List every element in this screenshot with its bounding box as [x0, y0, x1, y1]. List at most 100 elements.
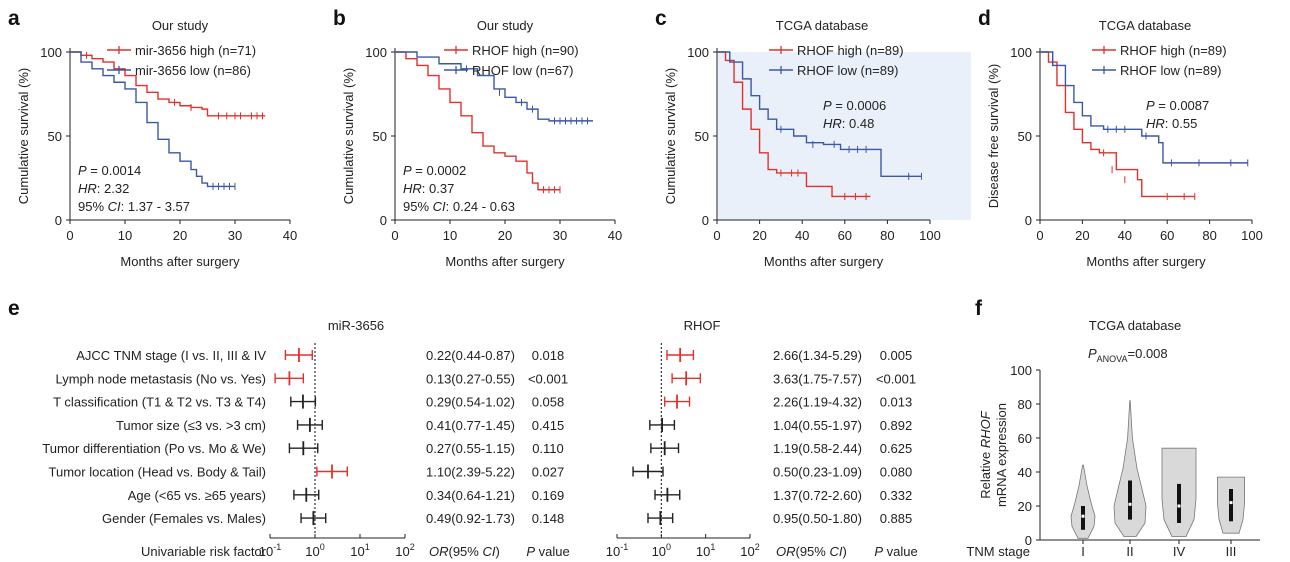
stat-line: P = 0.0002	[403, 163, 466, 178]
or-header-text: (95%	[796, 544, 830, 559]
tick-exponent: 0	[666, 542, 671, 552]
chart-title-f: TCGA database	[1089, 318, 1182, 333]
km-curve-low	[1040, 51, 1248, 164]
factor-label: Tumor location (Head vs. Body & Tail)	[49, 465, 266, 480]
factor-label: T classification (T1 & T2 vs. T3 & T4)	[53, 395, 266, 410]
y-tick-label: 60	[1018, 431, 1032, 446]
x-tick-label: 0	[391, 228, 398, 243]
x-tick-label: 100	[919, 228, 941, 243]
ci-header-symbol: CI	[482, 544, 495, 559]
factor-label: Gender (Females vs. Males)	[102, 511, 266, 526]
x-axis-label: Months after surgery	[120, 254, 240, 269]
tick-exponent: 0	[320, 542, 325, 552]
or-value: 1.04(0.55-1.97)	[773, 418, 862, 433]
y-tick-label: 100	[365, 45, 387, 60]
or-value: 2.26(1.19-4.32)	[773, 395, 862, 410]
stat-symbol: HR	[403, 181, 422, 196]
stat-value: = 0.0002	[412, 163, 467, 178]
stat-value: = 0.0087	[1155, 98, 1210, 113]
stat-line: P = 0.0087	[1146, 98, 1209, 113]
violin-body	[1113, 400, 1147, 537]
or-value: 0.49(0.92-1.73)	[426, 511, 515, 526]
x-tick-label: 20	[173, 228, 187, 243]
factor-header: Univariable risk factor	[141, 544, 267, 559]
km-curve-high	[1040, 51, 1195, 198]
legend-entry: RHOF low (n=67)	[472, 63, 574, 78]
p-header-text: value	[883, 544, 918, 559]
tick-base: 10	[305, 544, 319, 559]
violin-body	[1070, 464, 1096, 539]
or-header-symbol: OR	[776, 544, 796, 559]
y-tick-label: 50	[695, 129, 709, 144]
p-value: 0.169	[532, 488, 565, 503]
x-axis-label: TNM stage	[966, 544, 1030, 559]
stat-symbol: P	[1146, 98, 1155, 113]
y-tick-label: 0	[1025, 533, 1032, 548]
or-header-text: (95%	[449, 544, 483, 559]
p-value: 0.080	[880, 465, 913, 480]
or-value: 0.22(0.44-0.87)	[426, 348, 515, 363]
stat-symbol: CI	[433, 199, 446, 214]
y-tick-label: 0	[55, 213, 62, 228]
stat-line: P = 0.0014	[78, 163, 141, 178]
anova-value: =0.008	[1128, 346, 1168, 361]
x-axis-label: Months after surgery	[445, 254, 565, 269]
y-tick-label: 0	[1025, 213, 1032, 228]
stat-line: 95% CI: 0.24 - 0.63	[403, 199, 515, 214]
y-tick-label: 80	[1018, 397, 1032, 412]
x-tick-label: 30	[228, 228, 242, 243]
or-value: 0.34(0.64-1.21)	[426, 488, 515, 503]
stat-line: HR: 0.55	[1146, 116, 1197, 131]
x-axis-label: Months after surgery	[764, 254, 884, 269]
y-axis-label: Cumulative survival (%)	[341, 68, 356, 205]
stat-symbol: P	[403, 163, 412, 178]
stat-line: P = 0.0006	[823, 98, 886, 113]
forest-tick-label: 101	[696, 542, 715, 559]
tick-base: 10	[606, 544, 620, 559]
p-value: 0.013	[880, 395, 913, 410]
chart-title-b: Our study	[477, 18, 534, 33]
y-tick-label: 50	[373, 129, 387, 144]
factor-label: Lymph node metastasis (No vs. Yes)	[55, 371, 266, 386]
or-header: OR(95% CI)	[429, 544, 500, 559]
or-value: 1.19(0.58-2.44)	[773, 441, 862, 456]
stat-value: = 0.0006	[832, 98, 887, 113]
or-header-symbol: OR	[429, 544, 449, 559]
y-axis-label: Disease free survival (%)	[986, 64, 1001, 209]
p-header-text: value	[535, 544, 570, 559]
y-axis-label: Cumulative survival (%)	[663, 68, 678, 205]
anova-subscript: ANOVA	[1097, 354, 1128, 364]
stat-prefix: 95%	[403, 199, 433, 214]
x-tick-label: III	[1226, 544, 1237, 559]
tick-exponent: 1	[710, 542, 715, 552]
y-tick-label: 100	[40, 45, 62, 60]
x-tick-label: 100	[1241, 228, 1263, 243]
y-tick-label: 100	[1010, 45, 1032, 60]
y-tick-label: 50	[48, 129, 62, 144]
x-tick-label: 40	[608, 228, 622, 243]
legend-entry: RHOF high (n=89)	[797, 43, 904, 58]
x-tick-label: 20	[498, 228, 512, 243]
forest-tick-label: 100	[652, 542, 671, 559]
or-value: 0.41(0.77-1.45)	[426, 418, 515, 433]
stat-prefix: 95%	[78, 199, 108, 214]
km-curve-high	[395, 51, 560, 191]
factor-label: Age (<65 vs. ≥65 years)	[128, 488, 266, 503]
panel-label-b: b	[333, 7, 346, 30]
p-header-symbol: P	[874, 544, 883, 559]
stat-symbol: HR	[78, 181, 97, 196]
p-header-symbol: P	[526, 544, 535, 559]
chart-title-c: TCGA database	[776, 18, 869, 33]
tick-exponent: 1	[365, 542, 370, 552]
y-axis-label-text: Relative	[978, 448, 993, 499]
x-axis-label: Months after surgery	[1086, 254, 1206, 269]
legend-entry: RHOF low (n=89)	[1120, 63, 1222, 78]
factor-label: AJCC TNM stage (I vs. II, III & IV	[76, 348, 266, 363]
tick-base: 10	[350, 544, 364, 559]
p-value: 0.027	[532, 465, 565, 480]
stat-symbol: HR	[823, 116, 842, 131]
y-tick-label: 20	[1018, 499, 1032, 514]
km-curve-low	[717, 51, 922, 178]
legend-entry: mir-3656 high (n=71)	[135, 43, 256, 58]
